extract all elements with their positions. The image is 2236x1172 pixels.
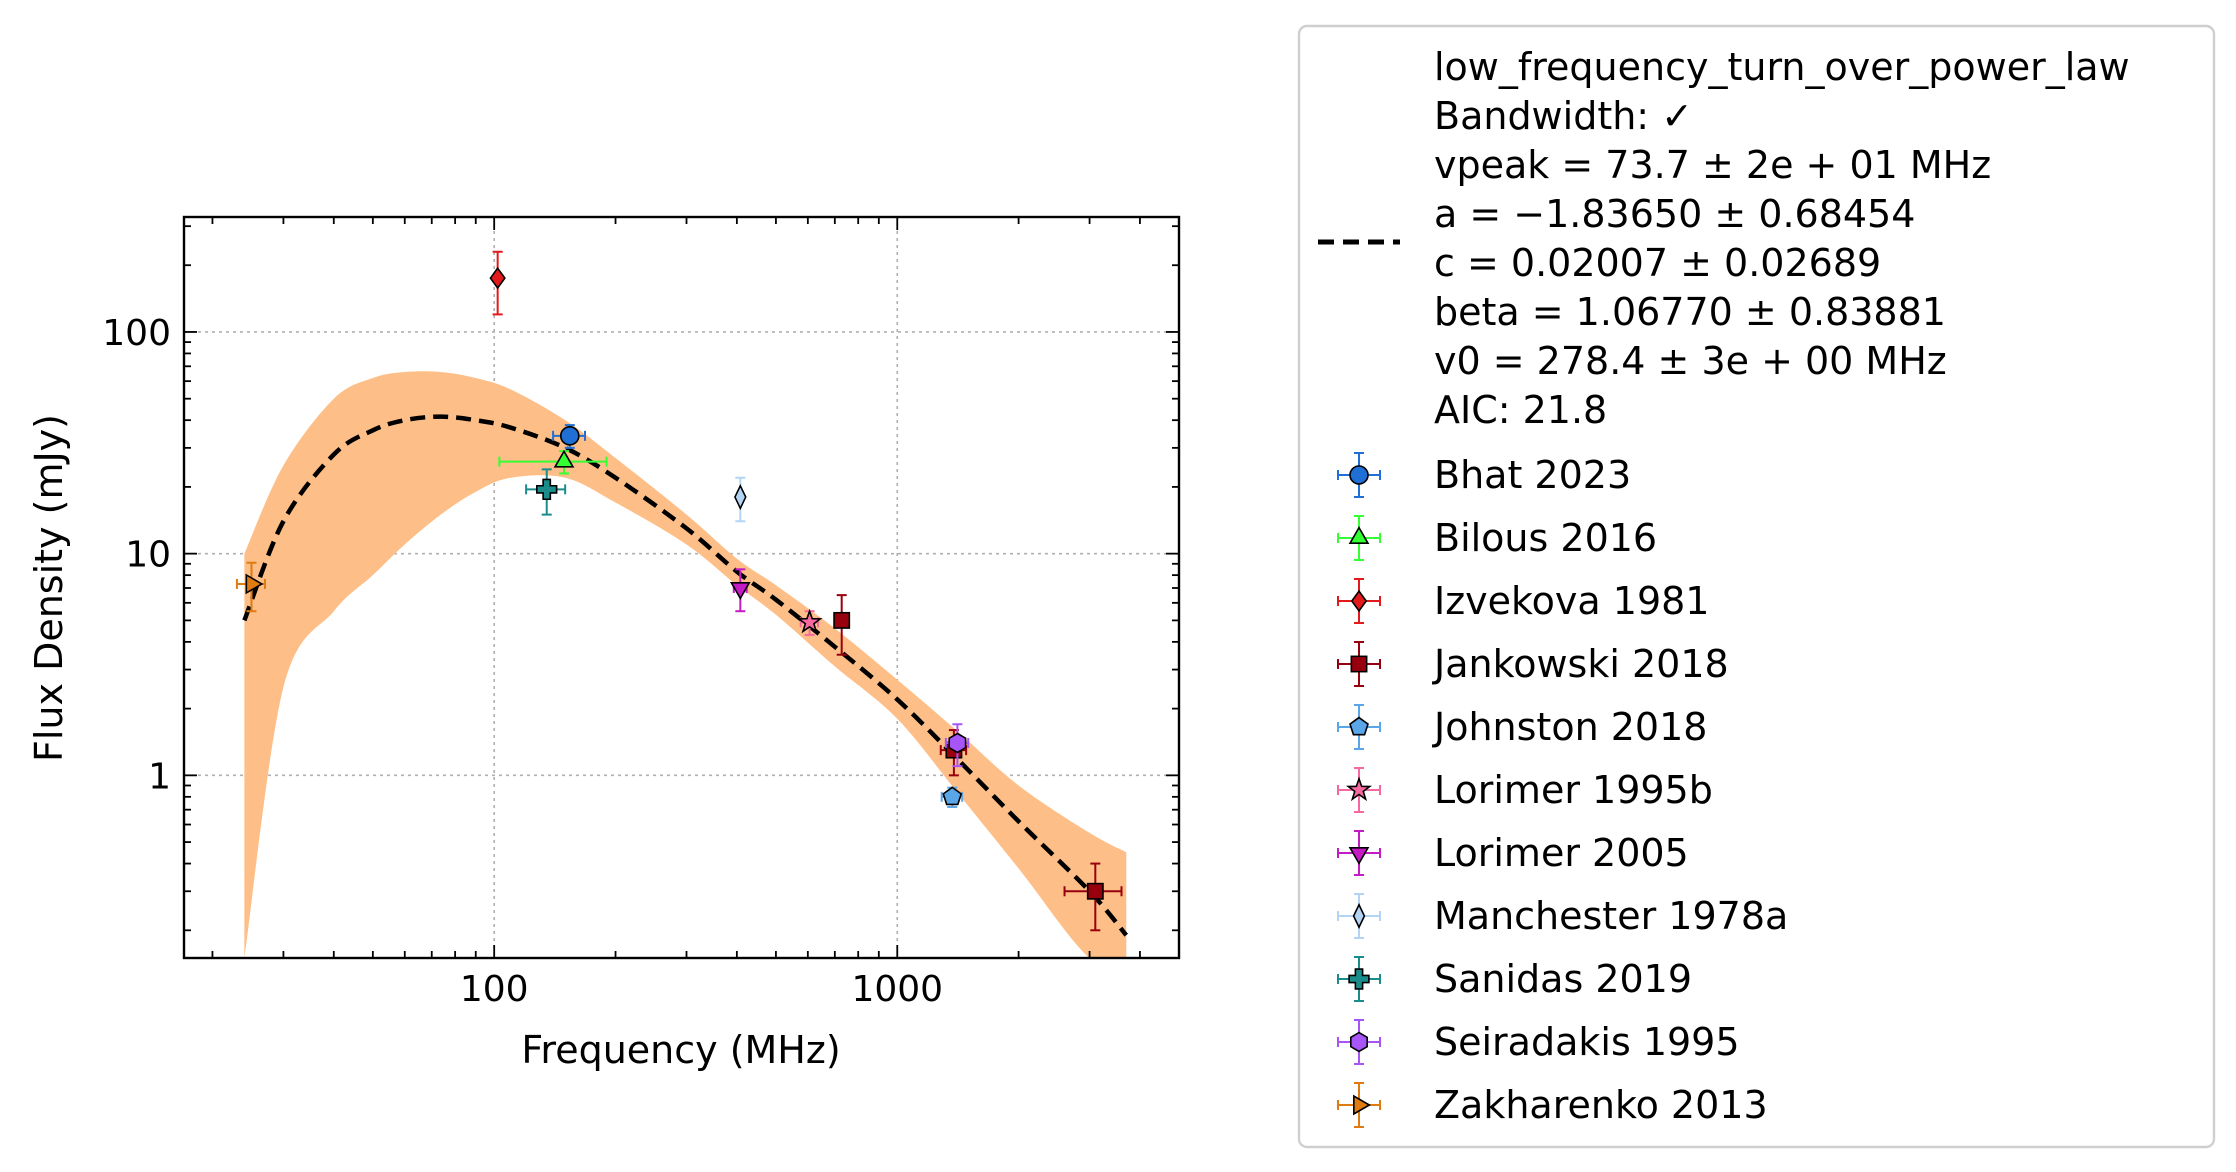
legend-marker-izvekova-1981 — [1350, 589, 1368, 613]
data-point-lorimer-1995b — [796, 608, 823, 634]
series-lorimer-2005 — [729, 568, 751, 613]
data-point-jankowski-2018 — [1086, 882, 1104, 900]
fit-line — [242, 414, 1129, 937]
legend-fit-c: c = 0.02007 ± 0.02689 — [1434, 241, 1881, 285]
legend-label-izvekova-1981: Izvekova 1981 — [1434, 579, 1709, 623]
legend-fit-aic: AIC: 21.8 — [1434, 388, 1607, 432]
legend-label-bhat-2023: Bhat 2023 — [1434, 453, 1631, 497]
legend-entry-lorimer-2005: Lorimer 2005 — [1337, 830, 1689, 876]
legend-fit-name: low_frequency_turn_over_power_law — [1434, 45, 2130, 89]
series-johnston-2018 — [940, 786, 964, 808]
legend-entries: Bhat 2023 Bilous 2016 Izvekova 1981 Jankows… — [1337, 452, 1788, 1128]
grid — [184, 217, 1179, 958]
legend-fit-v0: v0 = 278.4 ± 3e + 00 MHz — [1434, 339, 1947, 383]
fit-confidence-band — [244, 371, 1127, 958]
x-errorbar — [498, 456, 608, 467]
legend-label-zakharenko-2013: Zakharenko 2013 — [1434, 1083, 1768, 1127]
legend-entry-johnston-2018: Johnston 2018 — [1337, 704, 1707, 750]
legend-label-johnston-2018: Johnston 2018 — [1432, 705, 1707, 749]
data-point-bilous-2016 — [553, 449, 575, 468]
data-point-johnston-2018 — [942, 786, 963, 806]
data-point-manchester-1978a — [734, 483, 747, 511]
legend-fit-a: a = −1.83650 ± 0.68454 — [1434, 192, 1915, 236]
series-izvekova-1981 — [489, 250, 506, 316]
legend-entry-seiradakis-1995: Seiradakis 1995 — [1337, 1019, 1740, 1065]
y-tick-label-1: 1 — [148, 756, 171, 797]
legend-entry-izvekova-1981: Izvekova 1981 — [1337, 578, 1709, 624]
legend-frame — [1297, 24, 2216, 1149]
legend-marker-bhat-2023 — [1349, 465, 1369, 485]
legend-marker-manchester-1978a — [1352, 902, 1366, 930]
legend-marker-zakharenko-2013 — [1353, 1094, 1371, 1116]
series-zakharenko-2013 — [235, 561, 266, 613]
data-point-zakharenko-2013 — [245, 573, 264, 595]
x-axis-label: Frequency (MHz) — [521, 1028, 840, 1072]
y-tick-label-100: 100 — [102, 313, 171, 354]
data-point-bhat-2023 — [559, 426, 580, 446]
legend-label-jankowski-2018: Jankowski 2018 — [1432, 642, 1729, 686]
axis-ticks: 100 1000 1 10 100 — [102, 217, 1180, 1010]
series-lorimer-1995b — [796, 608, 823, 636]
legend-label-bilous-2016: Bilous 2016 — [1434, 516, 1657, 560]
legend-marker-bilous-2016 — [1348, 526, 1370, 544]
y-axis-label: Flux Density (mJy) — [27, 414, 71, 762]
legend-entry-lorimer-1995b: Lorimer 1995b — [1337, 767, 1713, 813]
series-bhat-2023 — [552, 424, 587, 449]
data-point-lorimer-2005 — [729, 582, 751, 600]
fit-line-layer — [242, 414, 1129, 937]
legend-entry-sanidas-2019: Sanidas 2019 — [1337, 956, 1692, 1002]
legend-entry-bhat-2023: Bhat 2023 — [1337, 452, 1631, 498]
legend-marker-lorimer-1995b — [1345, 776, 1373, 802]
legend-fit-beta: beta = 1.06770 ± 0.83881 — [1434, 290, 1946, 334]
legend-entry-jankowski-2018: Jankowski 2018 — [1337, 641, 1729, 687]
fit-band-layer — [244, 371, 1127, 958]
legend-entry-manchester-1978a: Manchester 1978a — [1337, 893, 1788, 939]
data-point-jankowski-2018 — [833, 611, 851, 629]
legend-label-manchester-1978a: Manchester 1978a — [1434, 894, 1788, 938]
data-point-sanidas-2019 — [536, 478, 558, 501]
legend-fit-vpeak: vpeak = 73.7 ± 2e + 01 MHz — [1434, 143, 1991, 187]
series-sanidas-2019 — [525, 468, 567, 516]
x-tick-label-100: 100 — [460, 969, 529, 1010]
y-tick-label-10: 10 — [125, 535, 171, 576]
legend-marker-johnston-2018 — [1349, 716, 1369, 736]
legend-marker-seiradakis-1995 — [1350, 1031, 1368, 1053]
legend-label-lorimer-1995b: Lorimer 1995b — [1434, 768, 1713, 812]
series-bilous-2016 — [498, 449, 608, 475]
legend-label-seiradakis-1995: Seiradakis 1995 — [1434, 1020, 1740, 1064]
legend-label-sanidas-2019: Sanidas 2019 — [1434, 957, 1692, 1001]
data-point-izvekova-1981 — [489, 266, 506, 290]
data-points — [235, 250, 1123, 932]
legend-label-lorimer-2005: Lorimer 2005 — [1434, 831, 1689, 875]
data-point-seiradakis-1995 — [948, 732, 967, 754]
legend-marker-lorimer-2005 — [1348, 847, 1370, 865]
series-manchester-1978a — [734, 476, 747, 523]
legend-fit-bandwidth: Bandwidth: ✓ — [1434, 94, 1693, 138]
series-seiradakis-1995 — [944, 723, 970, 768]
legend-entry-zakharenko-2013: Zakharenko 2013 — [1337, 1082, 1768, 1128]
legend-entry-bilous-2016: Bilous 2016 — [1337, 515, 1657, 561]
x-tick-label-1000: 1000 — [851, 969, 943, 1010]
legend-marker-sanidas-2019 — [1348, 968, 1370, 990]
legend: low_frequency_turn_over_power_law Bandwi… — [1297, 24, 2216, 1149]
legend-marker-jankowski-2018 — [1350, 655, 1368, 673]
